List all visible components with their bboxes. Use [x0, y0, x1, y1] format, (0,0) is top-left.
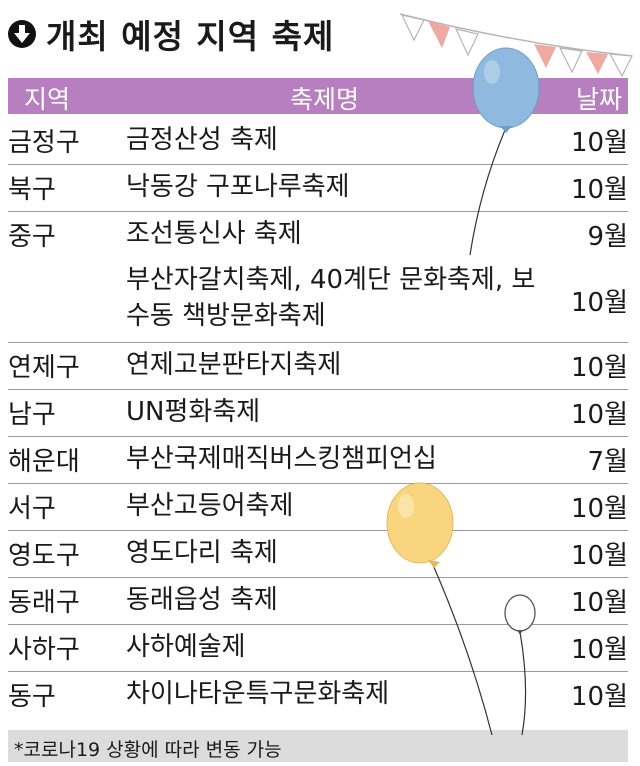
festival-table: 금정구 금정산성 축제 10월 북구 낙동강 구포나루축제 10월 중구 조선통… [8, 118, 628, 718]
row-date: 10월 [570, 175, 628, 205]
row-region: 동래구 [8, 588, 80, 618]
row-date: 10월 [570, 494, 628, 524]
row-date: 10월 [570, 353, 628, 383]
table-row: 영도구 영도다리 축제 10월 [8, 531, 628, 578]
row-region: 사하구 [8, 635, 80, 665]
row-region: 영도구 [8, 541, 80, 571]
header-region: 지역 [24, 85, 71, 114]
row-region: 해운대 [8, 447, 80, 477]
row-region: 금정구 [8, 128, 80, 158]
bunting-icon [399, 13, 633, 78]
row-region: 서구 [8, 494, 56, 524]
row-date: 10월 [570, 588, 628, 618]
row-date: 10월 [570, 635, 628, 665]
row-date: 10월 [570, 400, 628, 430]
row-date: 10월 [570, 682, 628, 712]
table-header: 지역 축제명 날짜 [8, 78, 628, 114]
table-row: 북구 낙동강 구포나루축제 10월 [8, 165, 628, 212]
header-festival: 축제명 [290, 85, 360, 114]
table-row: 금정구 금정산성 축제 10월 [8, 118, 628, 165]
row-festival: 사하예술제 [126, 632, 246, 662]
row-region: 연제구 [8, 353, 80, 383]
row-date: 7월 [587, 447, 628, 477]
table-row: 동래구 동래읍성 축제 10월 [8, 578, 628, 625]
footer-note-text: *코로나19 상황에 따라 변동 가능 [14, 739, 282, 761]
down-arrow-circle-icon [8, 20, 36, 48]
row-festival: 동래읍성 축제 [126, 585, 278, 615]
row-region: 동구 [8, 682, 56, 712]
header-date: 날짜 [575, 85, 622, 114]
row-festival: 조선통신사 축제 [126, 219, 302, 249]
table-row: 연제구 연제고분판타지축제 10월 [8, 343, 628, 390]
row-region: 남구 [8, 400, 56, 430]
row-date: 10월 [570, 288, 628, 318]
row-festival: 연제고분판타지축제 [126, 350, 342, 380]
title-text: 개최 예정 지역 축제 [46, 17, 335, 56]
row-festival: 부산고등어축제 [126, 491, 294, 521]
row-festival: 금정산성 축제 [126, 125, 278, 155]
row-festival: UN평화축제 [126, 397, 261, 427]
table-row: 사하구 사하예술제 10월 [8, 625, 628, 672]
row-region: 중구 [8, 222, 56, 252]
table-row: 남구 UN평화축제 10월 [8, 390, 628, 437]
row-festival: 부산자갈치축제, 40계단 문화축제, 보수동 책방문화축제 [126, 265, 536, 331]
table-row: 중구 조선통신사 축제 9월 [8, 212, 628, 258]
row-date: 10월 [570, 128, 628, 158]
row-date: 10월 [570, 541, 628, 571]
page-title: 개최 예정 지역 축제 [8, 6, 334, 62]
row-region: 북구 [8, 175, 56, 205]
table-row: 동구 차이나타운특구문화축제 10월 [8, 672, 628, 718]
footer-note: *코로나19 상황에 따라 변동 가능 [8, 730, 628, 762]
table-row: 해운대 부산국제매직버스킹챔피언십 7월 [8, 437, 628, 484]
row-festival: 차이나타운특구문화축제 [126, 679, 390, 709]
table-row: 부산자갈치축제, 40계단 문화축제, 보수동 책방문화축제 10월 [8, 258, 628, 343]
row-date: 9월 [587, 222, 628, 252]
row-festival: 영도다리 축제 [126, 538, 278, 568]
table-row: 서구 부산고등어축제 10월 [8, 484, 628, 531]
row-festival: 낙동강 구포나루축제 [126, 172, 350, 202]
row-festival: 부산국제매직버스킹챔피언십 [126, 444, 437, 474]
